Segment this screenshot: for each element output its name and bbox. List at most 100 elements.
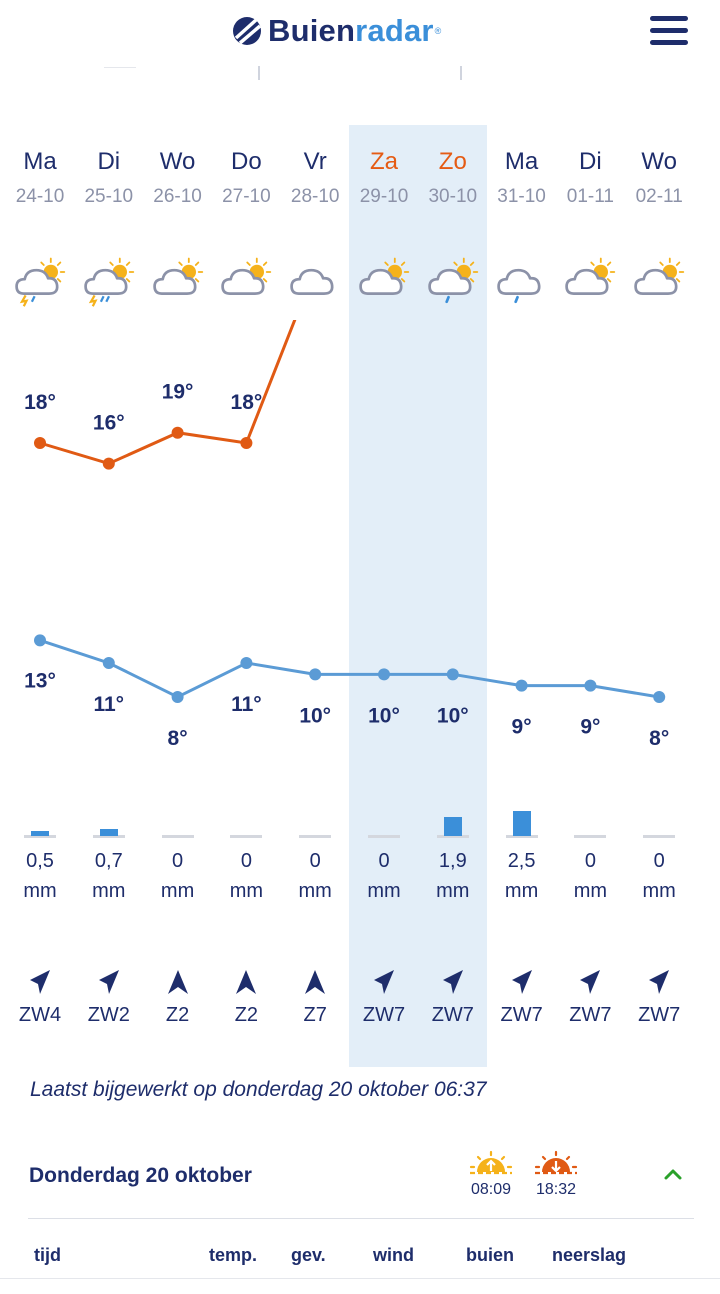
logo-text-radar: radar bbox=[355, 13, 434, 48]
precipitation-baseline bbox=[643, 835, 676, 838]
precipitation-unit: mm bbox=[573, 880, 608, 902]
precipitation-unit: mm bbox=[298, 880, 332, 902]
data-point bbox=[240, 657, 253, 669]
data-label: 10° bbox=[299, 704, 331, 727]
precipitation-value: 0,7 bbox=[94, 850, 123, 872]
partly-cloudy-icon bbox=[152, 257, 203, 295]
menu-line bbox=[650, 28, 688, 33]
sun-cloud-drizzle-icon bbox=[428, 257, 478, 304]
data-label: 11° bbox=[231, 693, 262, 716]
precipitation-baseline bbox=[161, 835, 194, 838]
day-detail-title: Donderdag 20 oktober bbox=[29, 1164, 252, 1187]
sun-thunder-heavy-rain-icon bbox=[84, 257, 134, 307]
data-point bbox=[102, 457, 115, 470]
day-date: 31-10 bbox=[497, 186, 546, 207]
wind-label: Z2 bbox=[234, 1004, 259, 1026]
partly-cloudy-icon bbox=[359, 257, 410, 295]
wind-label: ZW7 bbox=[500, 1004, 543, 1026]
data-point bbox=[34, 437, 46, 449]
day-date: 25-10 bbox=[84, 186, 134, 207]
menu-line bbox=[650, 16, 688, 21]
precipitation-baseline bbox=[436, 835, 469, 838]
wind-arrow-northeast-icon bbox=[442, 970, 463, 994]
precipitation-value: 0 bbox=[172, 850, 184, 872]
buienradar-logo[interactable]: Buienradar ® bbox=[232, 10, 441, 52]
precipitation-bar bbox=[512, 811, 531, 836]
data-point bbox=[240, 437, 253, 449]
series-line-1 bbox=[39, 638, 660, 699]
precipitation-value: 1,9 bbox=[438, 850, 467, 872]
precipitation-value: 0 bbox=[653, 850, 665, 872]
sunrise-info: 08:09 bbox=[463, 1150, 519, 1199]
data-label: 19° bbox=[162, 381, 194, 404]
data-point bbox=[446, 668, 459, 681]
data-label: 8° bbox=[649, 727, 669, 750]
wind-arrow-northeast-icon bbox=[98, 970, 119, 994]
wind-label: Z2 bbox=[165, 1004, 190, 1026]
series-line-0 bbox=[39, 320, 297, 466]
precipitation-unit: mm bbox=[642, 880, 676, 902]
day-name: Do bbox=[231, 148, 262, 175]
data-point bbox=[515, 679, 528, 692]
day-name: Za bbox=[369, 148, 398, 175]
data-label: 11° bbox=[93, 693, 124, 716]
day-date: 28-10 bbox=[290, 186, 340, 207]
registered-mark: ® bbox=[434, 26, 442, 36]
wind-label: ZW2 bbox=[87, 1004, 130, 1026]
partly-cloudy-icon bbox=[565, 257, 616, 295]
data-label: 18° bbox=[231, 391, 263, 414]
data-label: 8° bbox=[168, 727, 188, 750]
wind-arrow-north-icon bbox=[305, 970, 326, 994]
precipitation-unit: mm bbox=[367, 880, 401, 902]
precipitation-value: 0 bbox=[309, 850, 321, 872]
hamburger-menu-icon[interactable] bbox=[650, 16, 688, 48]
cloud-drizzle-icon bbox=[496, 268, 541, 304]
wind-arrow-northeast-icon bbox=[649, 970, 670, 994]
data-label: 9° bbox=[580, 716, 600, 739]
top-bar: Buienradar ® bbox=[0, 0, 720, 64]
partly-cloudy-icon bbox=[221, 257, 272, 295]
data-label: 10° bbox=[437, 704, 469, 727]
wind-arrow-northeast-icon bbox=[30, 970, 50, 994]
data-label: 18° bbox=[24, 391, 56, 414]
column-header-showers: buien bbox=[466, 1245, 514, 1265]
data-label: 9° bbox=[512, 716, 532, 739]
temperature-chart: 18°16°19°18°35°35°35°34°34°33°13°11°8°11… bbox=[24, 320, 669, 750]
precipitation-unit: mm bbox=[23, 880, 57, 902]
buienradar-logo-icon bbox=[233, 17, 262, 45]
data-label: 13° bbox=[24, 669, 56, 692]
day-date: 02-11 bbox=[635, 186, 683, 207]
precipitation-bar bbox=[99, 829, 118, 836]
wind-label: ZW7 bbox=[431, 1004, 474, 1026]
bottom-divider bbox=[0, 1278, 720, 1279]
day-date: 30-10 bbox=[428, 186, 478, 207]
sunrise-icon bbox=[469, 1150, 513, 1175]
sunset-info: 18:32 bbox=[528, 1150, 584, 1199]
column-header-temp: temp. bbox=[209, 1245, 258, 1265]
precipitation-baseline bbox=[299, 835, 332, 838]
wind-label: ZW4 bbox=[18, 1004, 62, 1026]
day-date: 29-10 bbox=[359, 186, 409, 207]
day-date: 24-10 bbox=[15, 186, 65, 207]
column-header-wind: wind bbox=[373, 1245, 414, 1265]
data-point bbox=[378, 668, 390, 681]
last-updated-text: Laatst bijgewerkt op donderdag 20 oktobe… bbox=[30, 1078, 487, 1101]
precipitation-unit: mm bbox=[229, 880, 264, 902]
wind-label: ZW7 bbox=[362, 1004, 406, 1026]
menu-line bbox=[650, 40, 688, 45]
precipitation-baseline bbox=[574, 835, 607, 838]
wind-arrow-north-icon bbox=[167, 970, 188, 994]
day-name: Ma bbox=[23, 148, 57, 175]
data-point bbox=[171, 690, 184, 703]
sunset-time: 18:32 bbox=[535, 1181, 577, 1198]
precipitation-bar bbox=[443, 817, 462, 836]
day-name: Wo bbox=[641, 148, 677, 175]
header-divider bbox=[104, 67, 136, 68]
sun-thunder-rain-icon bbox=[15, 257, 66, 307]
chevron-up-icon[interactable] bbox=[662, 1166, 684, 1182]
wind-arrow-northeast-icon bbox=[511, 970, 532, 994]
day-name: Vr bbox=[303, 148, 327, 175]
day-name: Wo bbox=[159, 148, 196, 175]
precipitation-unit: mm bbox=[436, 880, 470, 902]
data-point bbox=[34, 634, 46, 647]
